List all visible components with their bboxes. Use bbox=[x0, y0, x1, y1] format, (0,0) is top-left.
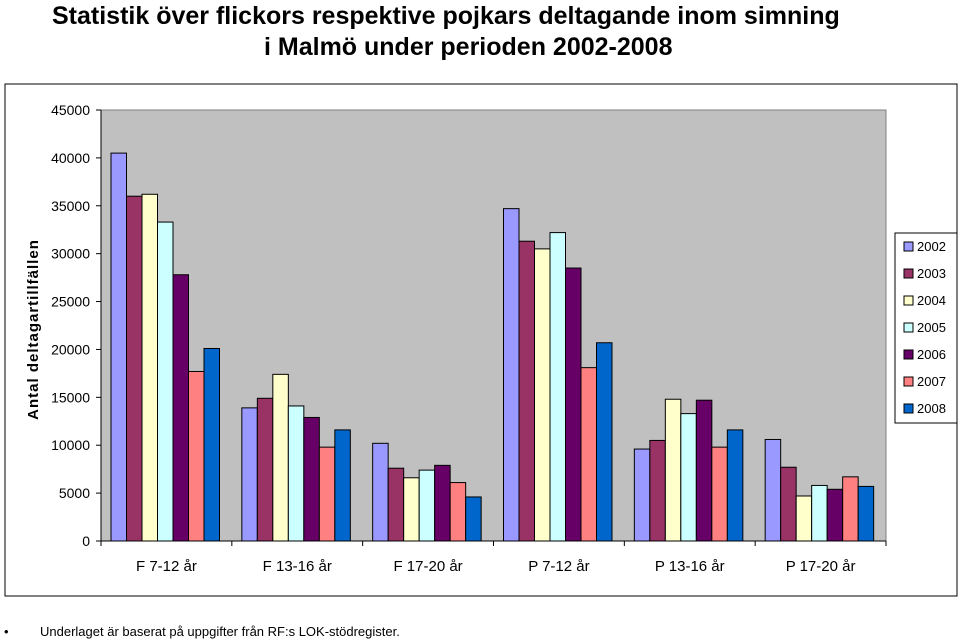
bar-2005-4 bbox=[680, 413, 697, 542]
legend-swatch-2008 bbox=[903, 403, 914, 414]
legend-label-2007: 2007 bbox=[917, 374, 946, 389]
bar-2007-4 bbox=[711, 446, 728, 542]
x-tick-label: F 13-16 år bbox=[263, 558, 332, 575]
bar-2008-2 bbox=[465, 496, 482, 542]
plot-area bbox=[100, 109, 887, 542]
bar-2008-5 bbox=[857, 485, 875, 542]
bar-2003-5 bbox=[780, 466, 797, 542]
legend-label-2003: 2003 bbox=[917, 266, 946, 281]
y-tick-label: 10000 bbox=[51, 437, 90, 453]
bar-2008-3 bbox=[596, 342, 613, 542]
title-line-1: Statistik över flickors respektive pojka… bbox=[52, 2, 840, 30]
bar-2007-2 bbox=[449, 482, 467, 542]
legend-label-2004: 2004 bbox=[917, 293, 946, 308]
y-tick-label: 20000 bbox=[51, 341, 90, 357]
bar-2004-4 bbox=[664, 398, 682, 542]
legend-label-2002: 2002 bbox=[917, 239, 946, 254]
bar-2002-1 bbox=[241, 407, 258, 542]
bar-2004-3 bbox=[534, 248, 551, 542]
x-tick-label: F 7-12 år bbox=[136, 558, 197, 575]
y-tick-label: 30000 bbox=[51, 246, 90, 262]
bar-2004-2 bbox=[403, 477, 420, 542]
y-tick-label: 35000 bbox=[51, 198, 90, 214]
bar-2008-4 bbox=[726, 429, 744, 542]
bar-2002-2 bbox=[372, 442, 389, 542]
bar-2006-5 bbox=[826, 488, 844, 542]
y-tick-label: 5000 bbox=[59, 485, 90, 501]
y-tick-label: 40000 bbox=[51, 150, 90, 166]
bar-2005-2 bbox=[418, 469, 436, 542]
legend-swatch-2005 bbox=[903, 322, 914, 333]
bar-2002-4 bbox=[633, 448, 651, 542]
legend-label-2008: 2008 bbox=[917, 401, 946, 416]
bar-2004-0 bbox=[141, 193, 158, 542]
legend bbox=[894, 232, 958, 424]
bar-2005-3 bbox=[549, 232, 566, 542]
bar-2002-5 bbox=[764, 438, 782, 542]
bar-2005-5 bbox=[811, 484, 828, 542]
bar-2002-3 bbox=[503, 208, 520, 542]
bar-2006-4 bbox=[695, 399, 713, 542]
footnote-text: Underlaget är baserat på uppgifter från … bbox=[40, 624, 400, 639]
legend-swatch-2002 bbox=[903, 241, 914, 252]
bar-2004-1 bbox=[272, 373, 289, 542]
bar-2003-2 bbox=[387, 467, 405, 542]
bar-2007-1 bbox=[318, 446, 336, 542]
bar-2008-1 bbox=[334, 429, 351, 542]
bar-2006-3 bbox=[565, 267, 582, 542]
x-tick-label: P 13-16 år bbox=[655, 558, 725, 575]
legend-label-2006: 2006 bbox=[917, 347, 946, 362]
bar-2003-1 bbox=[256, 397, 274, 542]
bar-2007-0 bbox=[188, 370, 205, 542]
bar-2003-3 bbox=[518, 240, 535, 542]
title-line-2: i Malmö under perioden 2002-2008 bbox=[264, 33, 673, 61]
legend-swatch-2004 bbox=[903, 295, 914, 306]
bar-2007-3 bbox=[580, 367, 597, 542]
bar-2004-5 bbox=[795, 495, 813, 542]
bar-2005-0 bbox=[157, 221, 174, 542]
y-tick-label: 45000 bbox=[51, 102, 90, 118]
footnote-bullet: • bbox=[4, 624, 9, 639]
legend-swatch-2006 bbox=[903, 349, 914, 360]
bar-2006-0 bbox=[172, 274, 189, 542]
y-tick-label: 0 bbox=[82, 533, 90, 549]
bar-2003-4 bbox=[649, 439, 666, 542]
bar-2002-0 bbox=[110, 152, 127, 542]
x-tick-label: F 17-20 år bbox=[393, 558, 462, 575]
legend-swatch-2007 bbox=[903, 376, 914, 387]
legend-swatch-2003 bbox=[903, 268, 914, 279]
legend-label-2005: 2005 bbox=[917, 320, 946, 335]
bar-2006-1 bbox=[303, 416, 320, 542]
bar-2007-5 bbox=[842, 476, 859, 542]
y-axis-title: Antal deltagartillfällen bbox=[25, 239, 42, 420]
x-tick-label: P 7-12 år bbox=[528, 558, 589, 575]
bar-2003-0 bbox=[126, 195, 143, 542]
y-tick-label: 25000 bbox=[51, 294, 90, 310]
y-tick-label: 15000 bbox=[51, 389, 90, 405]
bar-2008-0 bbox=[203, 347, 220, 542]
x-tick-label: P 17-20 år bbox=[786, 558, 856, 575]
bar-2005-1 bbox=[287, 405, 305, 542]
bar-2006-2 bbox=[434, 464, 451, 542]
